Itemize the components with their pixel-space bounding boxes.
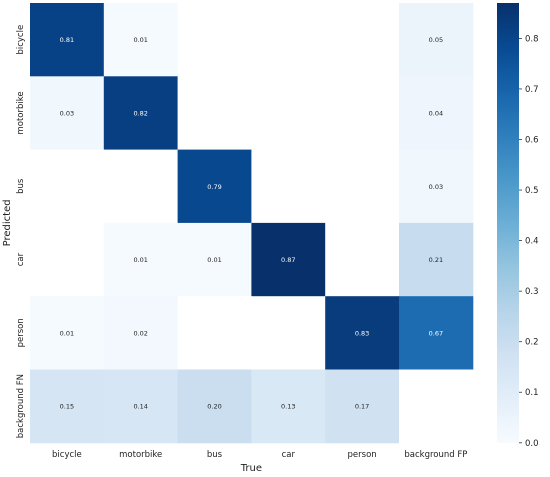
colorbar-ticks: 0.0 0.1 0.2 0.3 0.4 0.5 0.6 0.7 0.8 [519,34,539,449]
cell-value-label: 0.01 [133,256,147,264]
heatmap-cell [103,76,179,151]
heatmap-cell [399,369,474,444]
heatmap-cell [30,296,105,370]
heatmap-cell [325,296,400,370]
x-tick-labels: bicycle motorbike bus car person background F… [52,450,467,460]
cell-value-label: 0.01 [60,329,74,337]
heatmap-cell [399,222,474,297]
cell-value-label: 0.05 [429,36,443,44]
heatmap-cell [177,296,252,370]
x-axis-label: True [240,463,262,474]
colorbar-tick-label: 0.2 [525,338,539,348]
cell-value-label: 0.81 [60,36,74,44]
cell-value-label: 0.04 [429,109,443,117]
y-tick-label: car [16,252,26,266]
heatmap-cell [251,3,326,77]
heatmap-cell [399,76,474,151]
x-tick-label: motorbike [119,450,162,460]
heatmap-cell [103,369,179,444]
heatmap-cell [30,3,105,77]
heatmap-cell [251,369,326,444]
y-axis-label: Predicted [2,199,13,246]
heatmap-cell [325,3,400,77]
cell-value-label: 0.21 [429,256,443,264]
colorbar-tick-label: 0.5 [525,186,539,196]
heatmap-cell [103,3,179,77]
cell-value-label: 0.03 [429,183,443,191]
heatmap-cell [177,3,252,77]
cell-value-label: 0.79 [207,183,221,191]
cell-value-label: 0.13 [281,403,295,411]
cell-value-label: 0.15 [60,403,74,411]
heatmap-cell [177,222,252,297]
cell-value-label: 0.02 [133,329,147,337]
heatmap-cell [30,76,105,151]
y-tick-label: person [16,318,26,347]
cell-value-label: 0.20 [207,403,221,411]
x-tick-label: car [282,450,296,460]
cell-value-label: 0.01 [133,36,147,44]
heatmap-cell [30,369,105,444]
heatmap-cell [325,222,400,297]
y-tick-labels: bicycle motorbike bus car person background F… [16,25,26,438]
cell-value-label: 0.67 [429,329,443,337]
colorbar-tick-label: 0.1 [525,388,539,398]
y-tick-label: bus [16,178,26,194]
x-tick-label: bus [207,450,223,460]
heatmap-cell [251,222,326,297]
heatmap-cell [251,76,326,151]
x-tick-label: person [348,450,377,460]
colorbar-tick-label: 0.0 [525,439,539,449]
heatmap-cell [177,149,252,224]
cell-value-label: 0.03 [60,109,74,117]
colorbar-tick-label: 0.8 [525,34,539,44]
heatmap-cell [399,3,474,77]
heatmap-cell [325,149,400,224]
cell-value-label: 0.01 [207,256,221,264]
x-tick-label: background FP [404,450,467,460]
heatmap-cells: 0.81 0.01 0.05 0.03 0.82 0.04 0.79 0.03 0.01 0.01… [30,3,474,444]
heatmap-cell [177,76,252,151]
colorbar-tick-label: 0.6 [525,135,539,145]
cell-value-label: 0.14 [133,403,147,411]
y-tick-label: motorbike [16,91,26,134]
colorbar-tick-label: 0.7 [525,85,539,95]
heatmap-cell [103,296,179,370]
colorbar-tick-label: 0.3 [525,287,539,297]
heatmap-cell [251,149,326,224]
heatmap-cell [399,149,474,224]
heatmap-cell [325,76,400,151]
heatmap-cell [325,369,400,444]
colorbar-tick-label: 0.4 [525,237,539,247]
heatmap-cell [103,149,179,224]
heatmap-cell [30,149,105,224]
y-tick-label: background FN [16,374,26,438]
y-tick-label: bicycle [16,25,26,55]
heatmap-cell [103,222,179,297]
cell-value-label: 0.83 [355,329,369,337]
x-tick-label: bicycle [52,450,82,460]
cell-value-label: 0.82 [133,109,147,117]
heatmap-cell [30,222,105,297]
heatmap-cell [177,369,252,444]
heatmap-cell [251,296,326,370]
cell-value-label: 0.17 [355,403,369,411]
cell-value-label: 0.87 [281,256,295,264]
colorbar [497,3,519,443]
heatmap-cell [399,296,474,370]
